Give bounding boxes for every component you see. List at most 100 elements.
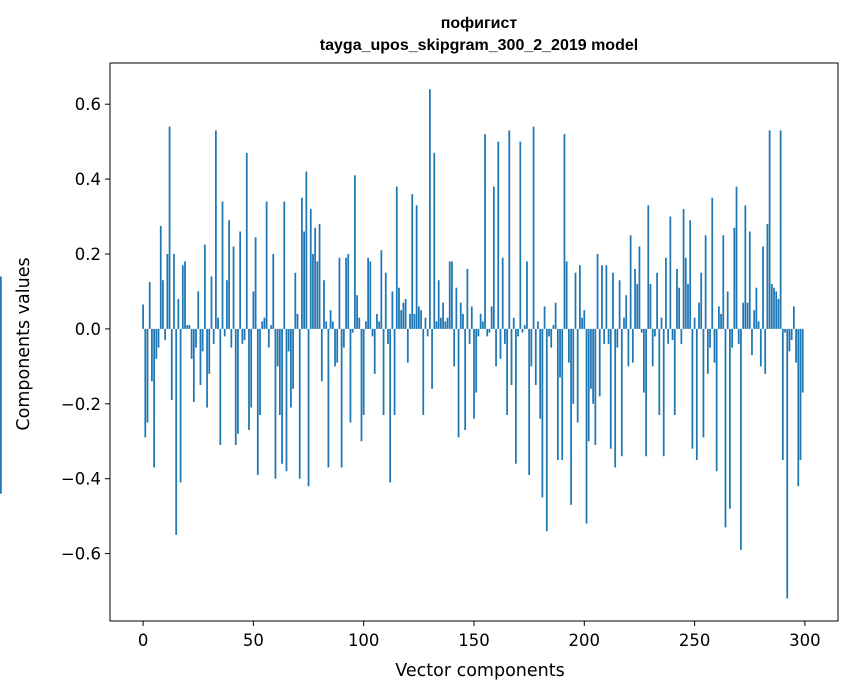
bar: [197, 291, 200, 329]
bar: [320, 328, 323, 382]
bar: [413, 313, 416, 329]
bar: [417, 306, 420, 329]
bar: [415, 205, 418, 329]
bar: [325, 321, 328, 329]
bar: [351, 328, 354, 333]
bar: [453, 328, 456, 367]
bar: [219, 328, 222, 445]
bar: [389, 328, 392, 483]
bar: [157, 328, 160, 348]
bar: [243, 328, 246, 341]
bar: [775, 291, 778, 329]
bar: [409, 313, 411, 329]
bar: [508, 130, 511, 329]
bar: [440, 317, 442, 329]
bar: [479, 313, 482, 329]
bar: [521, 328, 524, 333]
bar: [190, 328, 193, 359]
bar: [717, 306, 720, 329]
bar: [504, 328, 506, 344]
bar: [495, 328, 497, 367]
bar: [698, 302, 700, 329]
bar: [488, 328, 491, 333]
bar: [314, 227, 317, 329]
bar: [466, 268, 469, 329]
bar: [283, 201, 286, 329]
bar: [442, 302, 444, 329]
bar: [371, 328, 374, 337]
bar: [365, 321, 367, 329]
bar: [762, 246, 764, 329]
bar: [245, 152, 248, 329]
bar: [349, 328, 352, 423]
bar: [543, 306, 546, 329]
bar: [499, 328, 502, 359]
bar: [259, 328, 261, 416]
bar: [435, 321, 438, 329]
bar: [715, 328, 718, 472]
bar: [462, 313, 464, 329]
y-axis-label: Components values: [14, 257, 34, 430]
bar: [455, 287, 458, 329]
bar: [526, 261, 528, 329]
x-tick-label: 150: [458, 631, 490, 650]
bar: [199, 328, 202, 386]
bar: [720, 313, 722, 329]
bar: [340, 328, 343, 468]
bar: [393, 328, 396, 416]
bar: [801, 328, 804, 393]
bar: [468, 328, 471, 344]
bar: [267, 328, 270, 348]
bar: [347, 253, 350, 329]
bar: [237, 328, 239, 434]
bar: [146, 328, 149, 423]
y-tick-label: 0.2: [75, 245, 101, 264]
bar: [380, 250, 383, 329]
bar: [170, 328, 173, 401]
bar: [292, 328, 294, 389]
bar: [298, 328, 301, 479]
bar: [212, 328, 215, 344]
bar: [570, 328, 572, 505]
bar: [459, 302, 462, 329]
bar: [148, 282, 151, 329]
bar: [779, 130, 782, 329]
bar: [144, 328, 147, 438]
bar: [446, 317, 449, 329]
bar: [203, 244, 206, 329]
bar: [210, 276, 213, 329]
bar: [329, 310, 332, 329]
bar: [510, 328, 513, 386]
bar: [790, 328, 793, 341]
bar: [457, 328, 460, 438]
bar: [497, 141, 500, 329]
bar: [369, 261, 372, 329]
bar: [420, 310, 422, 329]
bar: [367, 257, 369, 329]
bar: [486, 328, 489, 337]
bar: [777, 298, 780, 329]
bar: [623, 317, 625, 329]
bar: [274, 328, 277, 479]
bar: [530, 328, 533, 367]
x-tick-label: 200: [569, 631, 601, 650]
bar: [512, 317, 515, 329]
bar: [691, 328, 694, 449]
bar: [179, 328, 182, 483]
bar: [470, 306, 473, 329]
bar: [596, 253, 599, 329]
bar: [195, 328, 197, 348]
bar: [395, 186, 398, 329]
bar: [523, 325, 526, 329]
bar: [795, 328, 797, 363]
bar: [411, 194, 414, 329]
bar: [391, 291, 394, 329]
bar: [669, 216, 672, 329]
bar: [693, 317, 696, 329]
bar: [689, 220, 692, 329]
bar: [636, 283, 639, 329]
bar: [155, 328, 158, 359]
bar: [620, 328, 623, 457]
bar: [583, 310, 586, 329]
chart-title-line-1: пофигист: [441, 15, 518, 32]
